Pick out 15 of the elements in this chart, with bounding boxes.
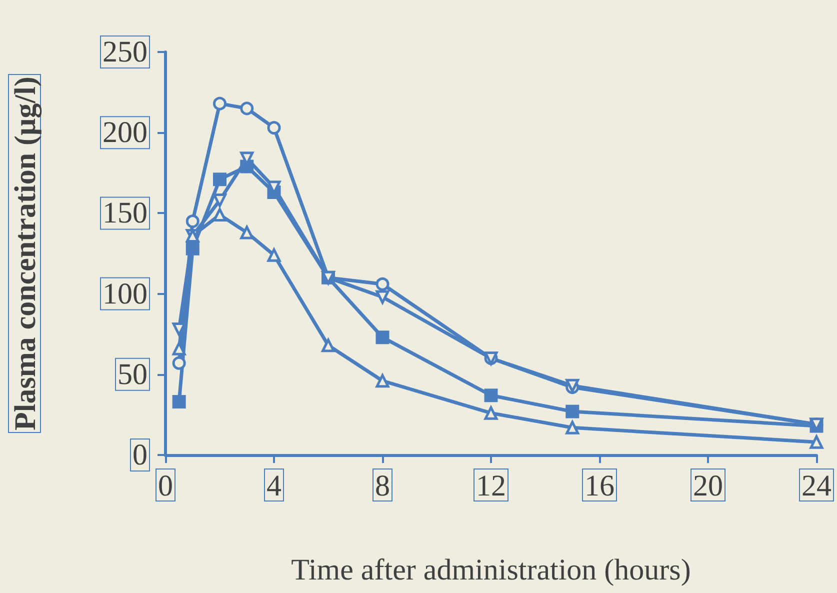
x-axis-title: Time after administration (hours) (291, 554, 691, 586)
y-tick-label: 50 (118, 358, 148, 391)
x-tick-label: 8 (375, 470, 390, 502)
y-tick-label: 100 (102, 277, 148, 310)
x-tick-label: 24 (802, 470, 832, 502)
x-tick-label: 0 (158, 470, 173, 502)
x-tick-label: 16 (584, 470, 614, 502)
y-axis-title: Plasma concentration (µg/l) (9, 76, 42, 430)
x-tick-label: 20 (693, 470, 723, 502)
y-tick-label: 200 (102, 116, 148, 150)
y-tick-label: 0 (132, 438, 148, 472)
y-tick-label: 150 (102, 196, 148, 230)
y-tick-label: 250 (102, 36, 148, 68)
x-tick-label: 4 (266, 470, 282, 502)
x-tick-label: 12 (476, 470, 506, 502)
